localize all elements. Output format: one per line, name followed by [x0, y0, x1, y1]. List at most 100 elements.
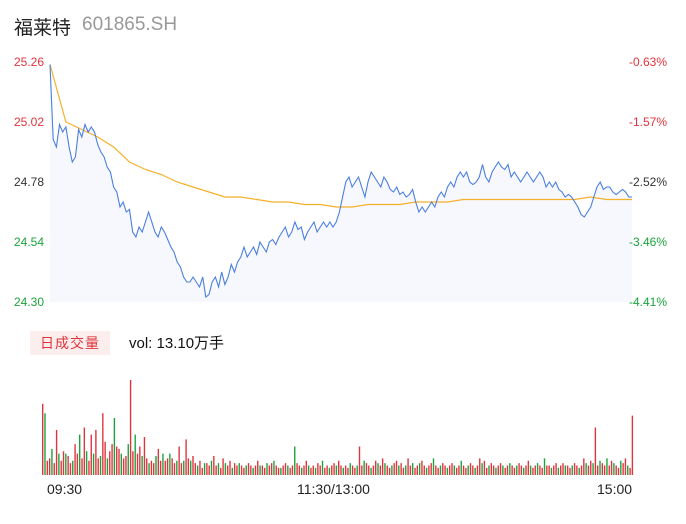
volume-bar [629, 467, 631, 476]
volume-bar [264, 467, 266, 476]
volume-bar [282, 465, 284, 475]
volume-bar [139, 446, 141, 475]
volume-bar [583, 458, 585, 476]
volume-bar [622, 463, 624, 476]
volume-bar [99, 456, 102, 475]
volume-bar [370, 467, 372, 476]
volume-bar [284, 463, 287, 476]
volume-bar [451, 463, 453, 476]
volume-bar [486, 467, 488, 476]
volume-bar [83, 427, 86, 475]
volume-bar [465, 467, 467, 476]
volume-bar [395, 460, 398, 475]
volume-bar [236, 465, 238, 475]
volume-bar [307, 465, 310, 475]
volume-bar [113, 418, 116, 475]
volume-bar [557, 467, 560, 476]
volume-bar [597, 465, 599, 475]
volume-bar [425, 467, 428, 476]
volume-bar [106, 458, 109, 476]
volume-bar [328, 467, 331, 476]
volume-bar [48, 458, 51, 476]
volume-bar [90, 434, 92, 476]
volume-bar [578, 467, 580, 476]
volume-bar [217, 463, 220, 476]
volume-bar [194, 463, 197, 476]
volume-bar [476, 465, 479, 475]
volume-bar [363, 460, 365, 475]
volume-bar [81, 458, 83, 476]
volume-bar [76, 453, 79, 476]
volume-bar [342, 467, 345, 476]
volume-bar [187, 458, 190, 476]
volume-bar [439, 465, 442, 475]
volume-bar [176, 460, 178, 475]
volume-bar [449, 465, 451, 475]
volume-bar [222, 458, 224, 476]
volume-bar [455, 467, 458, 476]
volume-bar [287, 465, 289, 475]
volume-bar [351, 465, 354, 475]
volume-bar [550, 467, 553, 476]
volume-bar [423, 465, 425, 475]
volume-bar [358, 446, 361, 475]
volume-bar [391, 465, 393, 475]
volume-bar [414, 467, 416, 476]
volume-bar [513, 467, 516, 476]
volume-bar [354, 467, 356, 476]
volume-bar [562, 463, 564, 476]
volume-bar [254, 465, 257, 475]
volume-bar [280, 467, 282, 476]
volume-bar [388, 467, 391, 476]
volume-bar [516, 465, 518, 475]
volume-bar [624, 458, 627, 476]
y-left-tick: 24.30 [14, 295, 45, 309]
volume-bar [564, 465, 567, 475]
volume-bar [74, 444, 76, 476]
volume-bar [122, 458, 125, 476]
volume-bar [65, 453, 67, 476]
volume-bar [136, 453, 139, 476]
volume-bar [233, 463, 236, 476]
volume-bar [79, 434, 81, 476]
volume-bar [273, 460, 275, 475]
volume-bar [162, 453, 164, 476]
volume-bar [525, 465, 527, 475]
volume-bar [85, 451, 88, 475]
stock-name: 福莱特 [14, 18, 72, 39]
volume-bar [296, 463, 298, 476]
volume-bar [166, 458, 169, 476]
volume-bar [270, 463, 273, 476]
volume-bar [53, 463, 55, 476]
volume-bar [125, 456, 127, 475]
volume-bar [109, 451, 111, 475]
volume-bar [375, 460, 377, 475]
volume-bar [608, 465, 610, 475]
volume-bar [104, 441, 106, 475]
volume-bar [610, 460, 613, 475]
volume-bar [615, 465, 617, 475]
volume-bar [421, 460, 423, 475]
volume-bar [159, 460, 162, 475]
y-right-tick: -3.46% [629, 235, 668, 249]
volume-bar [405, 465, 407, 475]
volume-bar [490, 463, 493, 476]
volume-bar [289, 467, 291, 476]
volume-bar [185, 439, 187, 476]
volume-bar [132, 451, 134, 475]
volume-bar [368, 465, 370, 475]
volume-bar [164, 460, 166, 475]
stock-code: 601865.SH [82, 14, 178, 35]
volume-bar [495, 467, 497, 476]
volume-bar [386, 465, 388, 475]
volume-bar [111, 444, 113, 476]
volume-bar [462, 465, 465, 475]
volume-bar [483, 460, 486, 475]
volume-bar [527, 460, 530, 475]
volume-bar [69, 463, 72, 476]
volume-bar [416, 465, 419, 475]
volume-bar [481, 463, 483, 476]
volume-bar [555, 463, 557, 476]
volume-bar [569, 467, 571, 476]
